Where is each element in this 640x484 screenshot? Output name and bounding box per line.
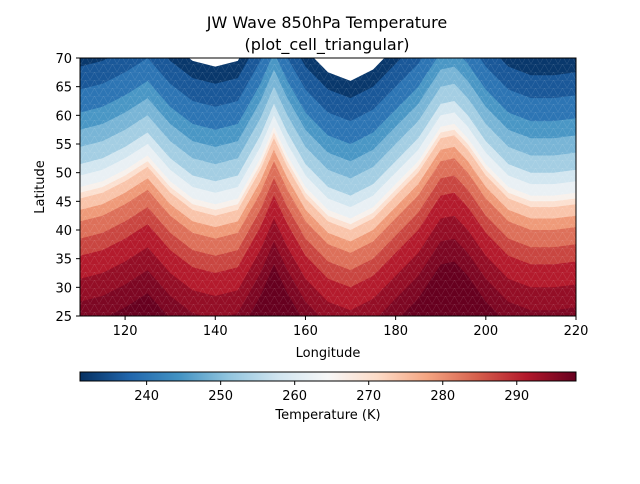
colorbar-tick-label-5: 290 xyxy=(504,389,529,404)
y-tick-label-1: 30 xyxy=(55,281,72,296)
x-axis: 120 140 160 180 200 220 xyxy=(113,316,589,339)
x-axis-label: Longitude xyxy=(296,346,361,361)
colorbar-tick-label-2: 260 xyxy=(282,389,307,404)
y-tick-label-0: 25 xyxy=(55,310,72,325)
colorbar-tick-label-1: 250 xyxy=(208,389,233,404)
chart-title: JW Wave 850hPa Temperature xyxy=(206,13,447,32)
x-tick-label-3: 180 xyxy=(383,324,408,339)
x-tick-label-1: 140 xyxy=(203,324,228,339)
colorbar xyxy=(79,371,577,382)
y-axis: 25 30 35 40 45 50 55 60 65 70 xyxy=(55,52,80,325)
y-tick-label-8: 65 xyxy=(55,81,72,96)
x-tick-label-4: 200 xyxy=(473,324,498,339)
y-tick-label-3: 40 xyxy=(55,224,72,239)
colorbar-label: Temperature (K) xyxy=(274,408,380,423)
colorbar-tick-label-0: 240 xyxy=(134,389,159,404)
y-axis-label: Latitude xyxy=(33,160,48,214)
y-tick-label-2: 35 xyxy=(55,253,72,268)
chart-subtitle: (plot_cell_triangular) xyxy=(244,35,409,55)
y-tick-label-6: 55 xyxy=(55,138,72,153)
colorbar-tick-label-4: 280 xyxy=(430,389,455,404)
x-tick-label-5: 220 xyxy=(564,324,589,339)
colorbar-axis: 240 250 260 270 280 290 xyxy=(134,381,529,404)
plot-frame xyxy=(79,57,577,317)
y-tick-label-5: 50 xyxy=(55,167,72,182)
y-tick-label-7: 60 xyxy=(55,109,72,124)
y-tick-label-9: 70 xyxy=(55,52,72,67)
y-tick-label-4: 45 xyxy=(55,195,72,210)
triangular-mesh-overlay xyxy=(80,58,576,316)
x-tick-label-2: 160 xyxy=(293,324,318,339)
x-tick-label-0: 120 xyxy=(113,324,138,339)
colorbar-tick-label-3: 270 xyxy=(356,389,381,404)
